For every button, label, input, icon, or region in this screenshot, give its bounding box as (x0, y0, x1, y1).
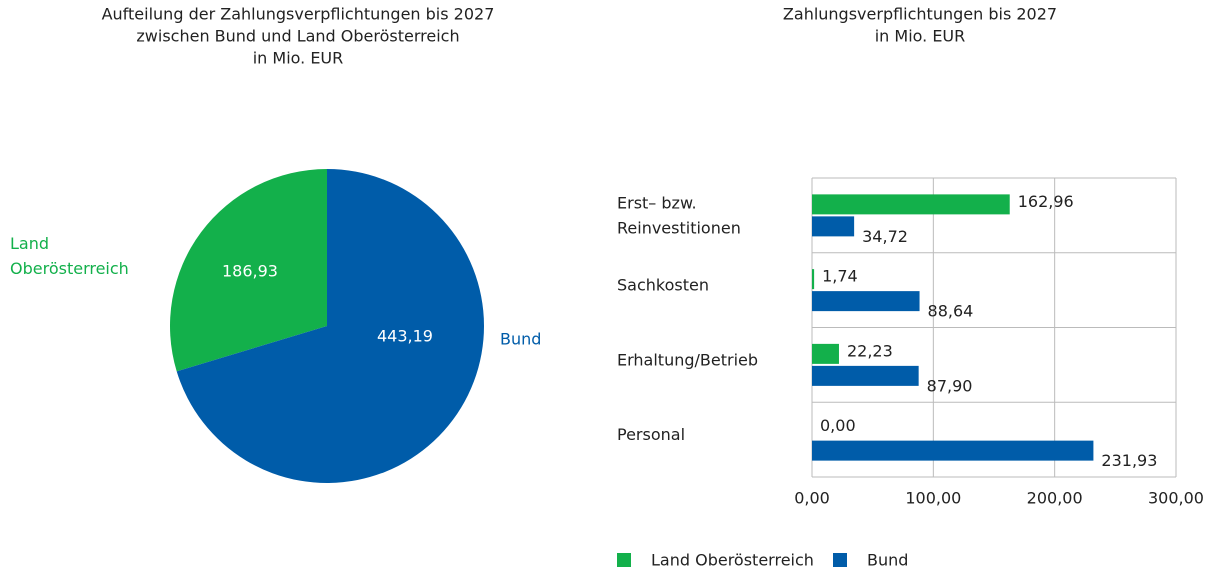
bar-value-label: 0,00 (820, 416, 856, 435)
pie-category-label: Bund (500, 330, 541, 349)
chart-title: zwischen Bund und Land Oberösterreich (136, 27, 459, 46)
bar (812, 291, 920, 312)
bar (812, 269, 815, 290)
bar-value-label: 87,90 (927, 376, 973, 395)
pie-value-label: 186,93 (222, 262, 278, 281)
chart-title: in Mio. EUR (875, 27, 966, 46)
chart-title: Zahlungsverpflichtungen bis 2027 (783, 5, 1057, 24)
bar-value-label: 162,96 (1018, 192, 1074, 211)
bar-value-label: 231,93 (1101, 451, 1157, 470)
x-tick-label: 0,00 (794, 489, 830, 508)
bar (812, 216, 855, 237)
y-category-label: Personal (617, 425, 685, 444)
x-tick-label: 300,00 (1148, 489, 1204, 508)
bar (812, 343, 839, 364)
bar-value-label: 22,23 (847, 341, 893, 360)
bar-value-label: 34,72 (862, 227, 908, 246)
x-tick-label: 100,00 (905, 489, 961, 508)
legend-label: Bund (867, 551, 908, 569)
legend-swatch (833, 553, 847, 567)
pie-value-label: 443,19 (377, 327, 433, 346)
bar (812, 365, 919, 386)
y-category-label: Erhaltung/Betrieb (617, 350, 758, 369)
x-tick-label: 200,00 (1027, 489, 1083, 508)
pie-category-label: Land Oberösterreich (10, 234, 129, 278)
bar-value-label: 88,64 (928, 302, 974, 321)
y-category-label: Sachkosten (617, 276, 709, 295)
bar-value-label: 1,74 (822, 267, 858, 286)
pie-slice (170, 169, 327, 372)
chart-title: Aufteilung der Zahlungsverpflichtungen b… (102, 5, 495, 24)
bar (812, 440, 1094, 461)
bar (812, 194, 1010, 215)
legend-label: Land Oberösterreich (651, 551, 814, 569)
pie-slice (176, 169, 484, 483)
chart-title: in Mio. EUR (253, 49, 344, 68)
y-category-label: Erst– bzw. Reinvestitionen (617, 193, 741, 237)
legend-swatch (617, 553, 631, 567)
